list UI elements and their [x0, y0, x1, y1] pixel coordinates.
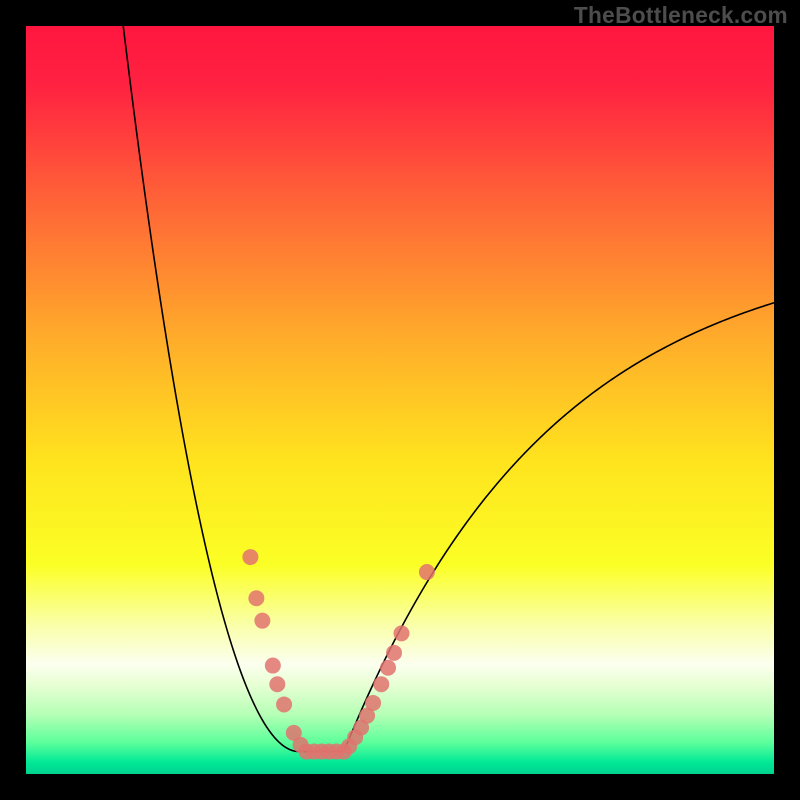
marker-dot — [419, 564, 435, 580]
marker-dot — [269, 676, 285, 692]
marker-dot — [276, 696, 292, 712]
marker-dot — [380, 660, 396, 676]
marker-dot — [265, 658, 281, 674]
marker-dot — [242, 549, 258, 565]
marker-dot — [386, 645, 402, 661]
watermark-text: TheBottleneck.com — [574, 2, 788, 29]
marker-dot — [365, 695, 381, 711]
marker-dot — [248, 590, 264, 606]
marker-dot — [394, 625, 410, 641]
marker-dot — [254, 613, 270, 629]
marker-dot — [373, 676, 389, 692]
